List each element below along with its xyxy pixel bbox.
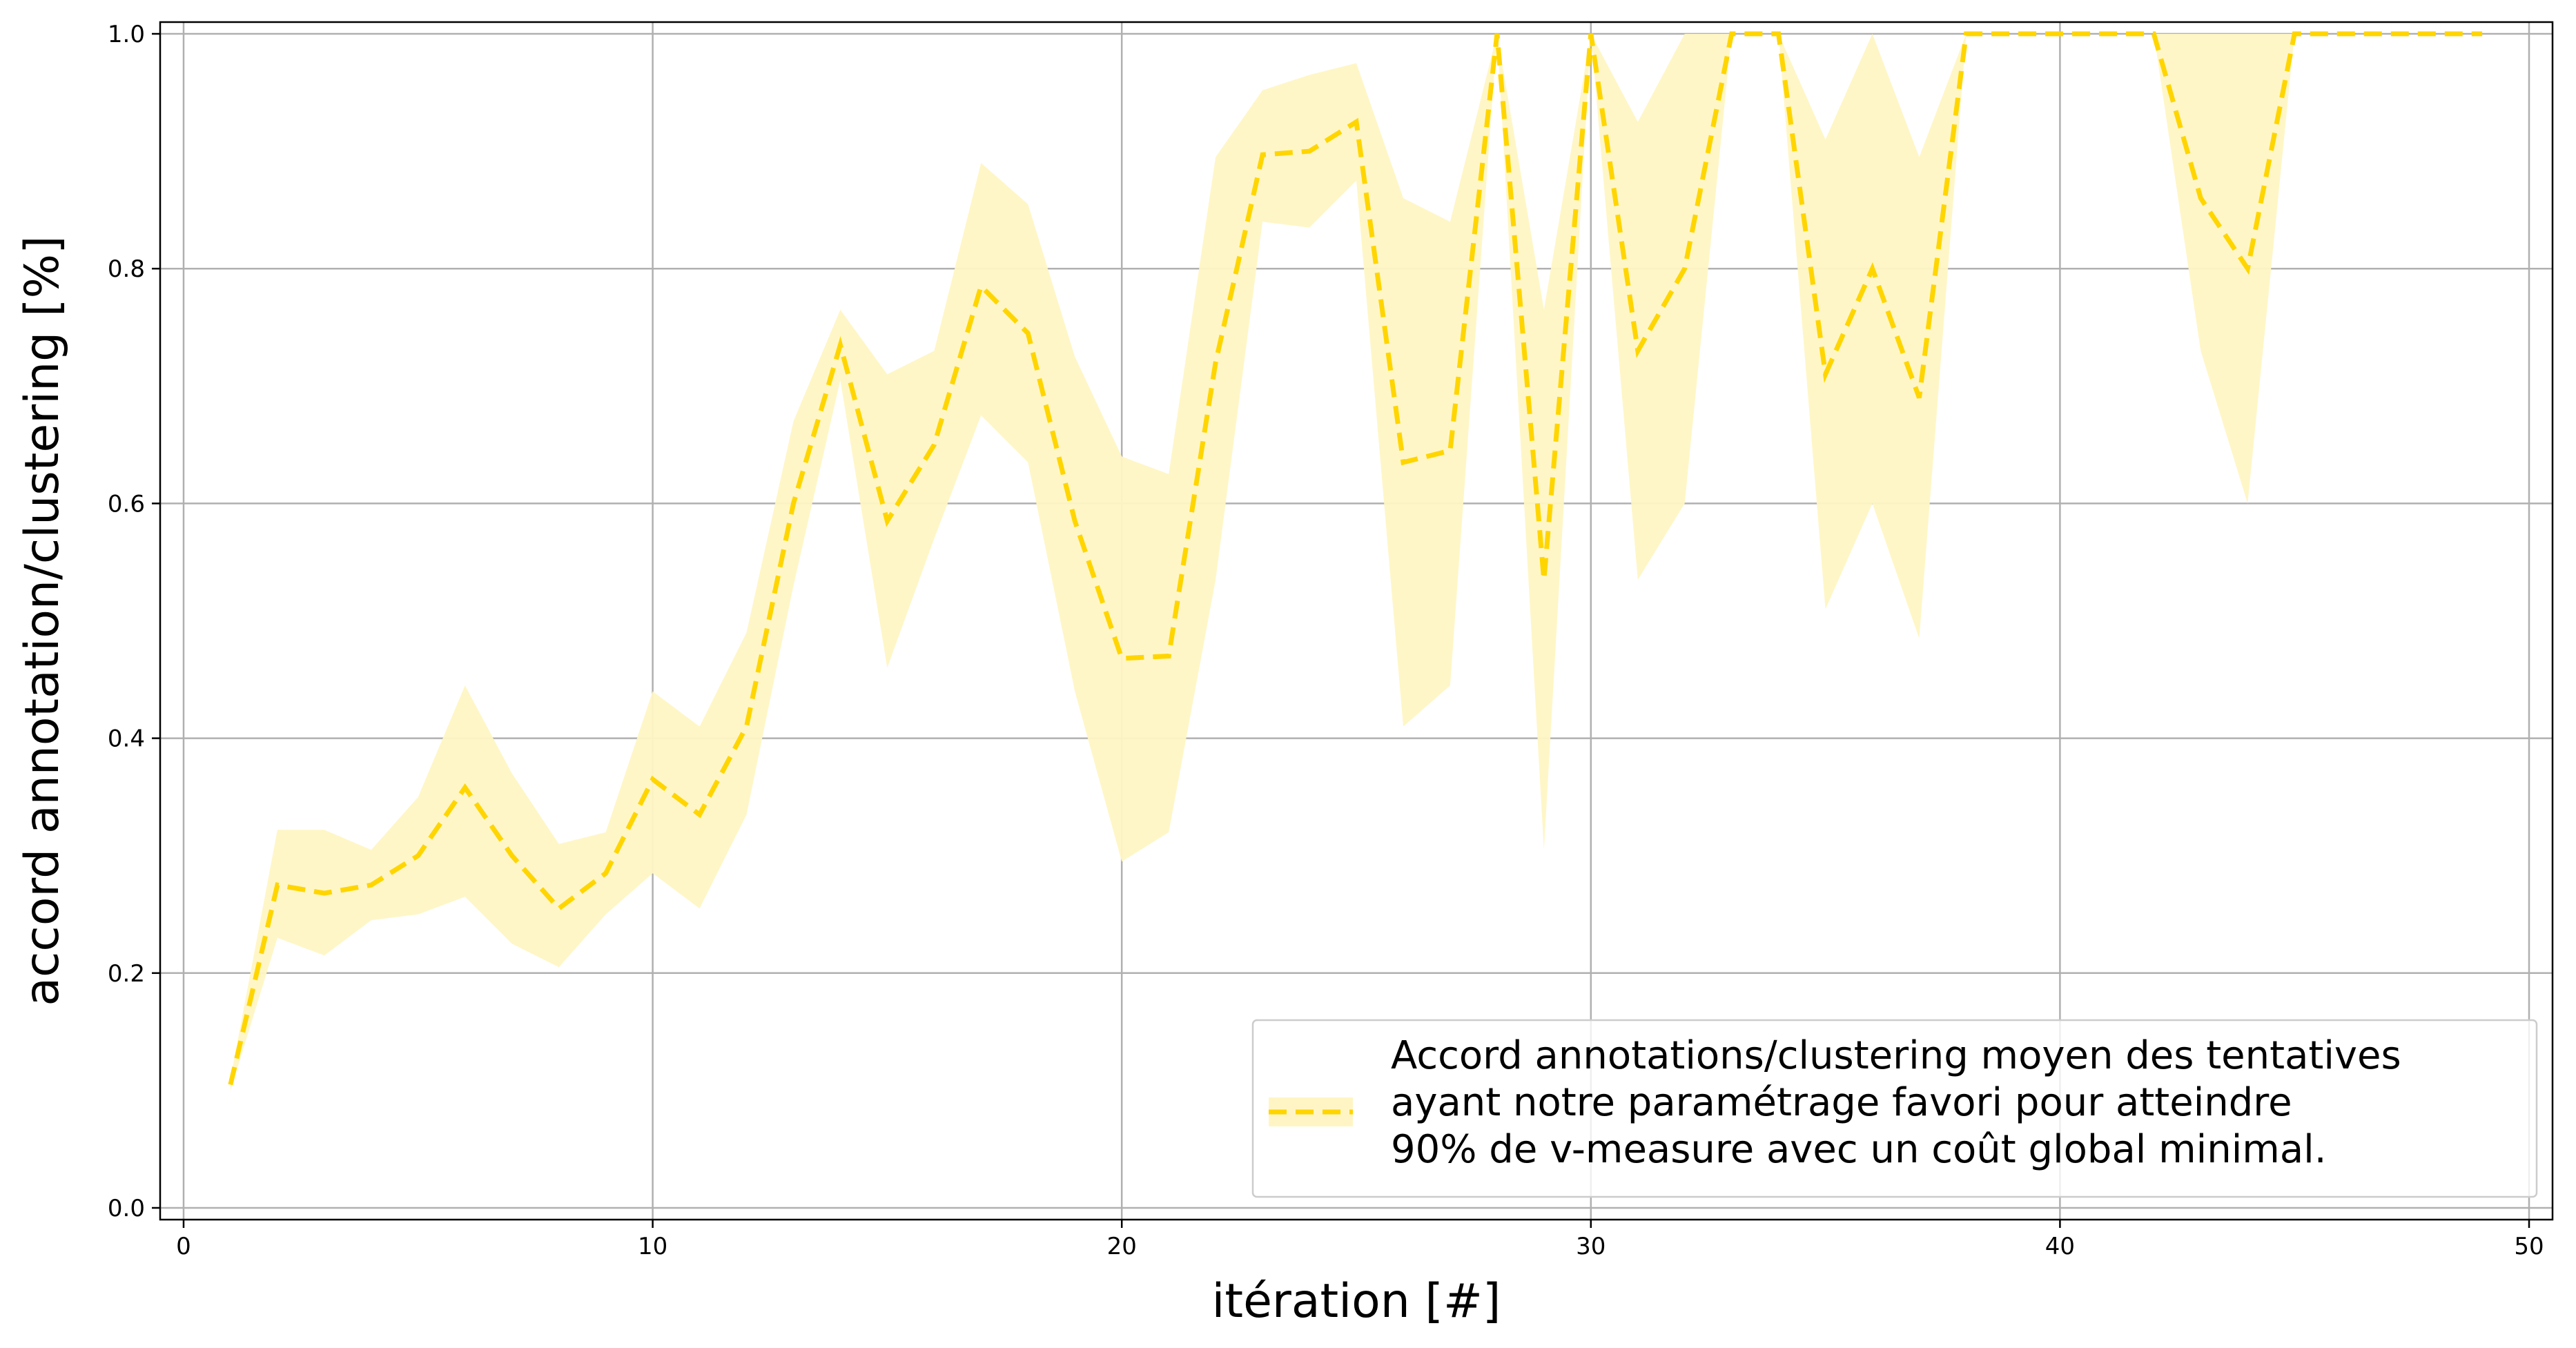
- x-tick-label: 10: [638, 1233, 667, 1260]
- legend-label-line-2: ayant notre paramétrage favori pour atte…: [1391, 1080, 2292, 1125]
- y-tick-label: 0.0: [108, 1195, 145, 1222]
- y-tick-label: 1.0: [108, 21, 145, 48]
- x-tick-label: 50: [2514, 1233, 2544, 1260]
- x-tick-label: 0: [176, 1233, 191, 1260]
- legend: Accord annotations/clustering moyen des …: [1251, 1019, 2538, 1198]
- axes-frame: [159, 21, 2554, 1221]
- y-axis-ticks: 0.0 0.2 0.4 0.6 0.8 1.0: [108, 21, 160, 1222]
- x-tick-label: 20: [1107, 1233, 1137, 1260]
- legend-label-line-1: Accord annotations/clustering moyen des …: [1391, 1033, 2401, 1078]
- x-tick-label: 40: [2045, 1233, 2075, 1260]
- mean-series-line: [228, 31, 2483, 1086]
- confidence-band: [230, 34, 2483, 1091]
- x-axis-title: itération [#]: [1212, 1274, 1501, 1329]
- y-tick-label: 0.2: [108, 960, 145, 988]
- y-axis-title: accord annotation/clustering [%]: [15, 235, 70, 1006]
- y-tick-label: 0.8: [108, 255, 145, 283]
- legend-box: [1251, 1019, 2538, 1198]
- y-tick-label: 0.4: [108, 725, 145, 753]
- legend-label-line-3: 90% de v-measure avec un coût global min…: [1391, 1127, 2327, 1172]
- y-tick-label: 0.6: [108, 490, 145, 518]
- x-axis-ticks: 0 10 20 30 40 50: [176, 1220, 2544, 1260]
- x-tick-label: 30: [1576, 1233, 1606, 1260]
